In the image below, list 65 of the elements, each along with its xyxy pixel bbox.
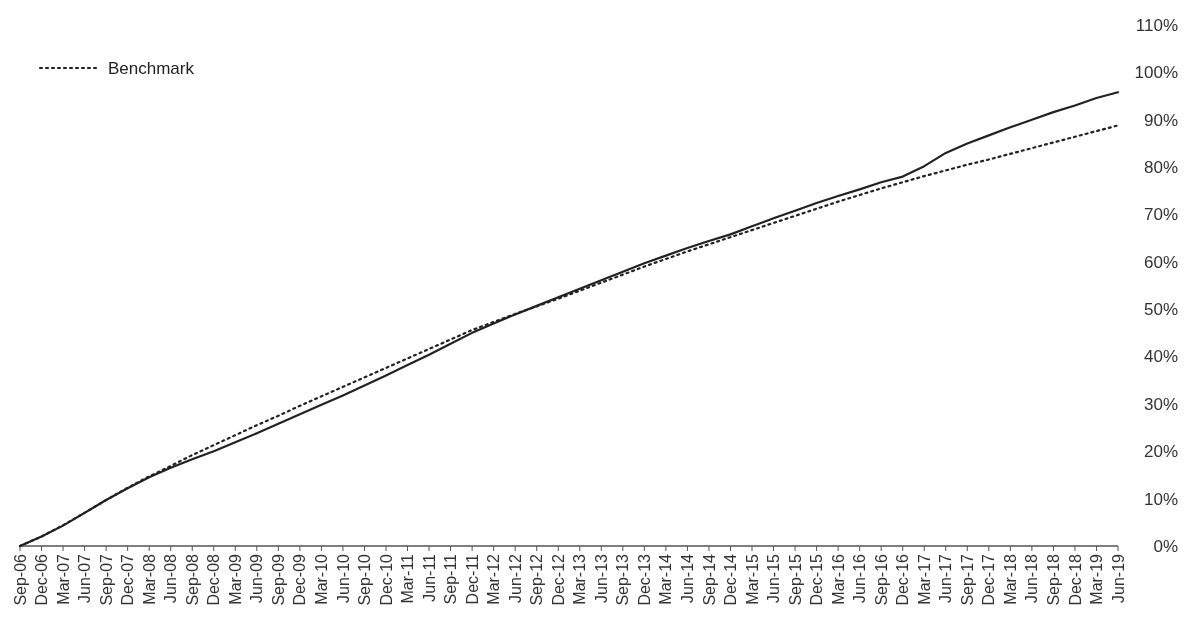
y-tick-label: 20% xyxy=(1143,442,1178,462)
x-tick-label: Dec-12 xyxy=(549,553,567,606)
x-tick-label: Sep-15 xyxy=(786,553,804,606)
x-tick-label: Mar-12 xyxy=(485,553,503,605)
x-tick-label: Dec-09 xyxy=(291,553,309,606)
x-tick-label: Mar-14 xyxy=(657,553,675,605)
x-tick-label: Sep-08 xyxy=(183,553,201,606)
x-tick-label: Mar-16 xyxy=(829,553,847,605)
x-tick-label: Jun-13 xyxy=(592,553,610,603)
x-tick-label: Sep-13 xyxy=(614,553,632,606)
x-tick-label: Jun-09 xyxy=(248,553,266,603)
x-tick-label: Jun-19 xyxy=(1109,553,1127,603)
x-tick-label: Sep-12 xyxy=(528,553,546,606)
x-tick-label: Mar-08 xyxy=(140,553,158,605)
x-tick-label: Mar-18 xyxy=(1001,553,1019,605)
x-tick-label: Dec-11 xyxy=(463,553,481,605)
x-tick-label: Mar-17 xyxy=(915,553,933,605)
x-tick-label: Jun-16 xyxy=(851,553,869,603)
y-tick-label: 80% xyxy=(1143,158,1178,178)
x-tick-label: Jun-07 xyxy=(76,553,94,603)
x-tick-label: Sep-14 xyxy=(700,553,718,606)
x-tick-label: Jun-10 xyxy=(334,553,352,603)
x-tick-label: Mar-10 xyxy=(313,553,331,605)
y-tick-label: 40% xyxy=(1143,347,1178,367)
x-tick-label: Mar-15 xyxy=(743,553,761,605)
x-tick-label: Jun-12 xyxy=(506,553,524,603)
y-tick-label: 110% xyxy=(1135,15,1178,35)
x-tick-label: Dec-17 xyxy=(980,553,998,606)
x-tick-label: Jun-08 xyxy=(162,553,180,603)
x-tick-label: Sep-16 xyxy=(872,553,890,606)
x-tick-label: Sep-09 xyxy=(269,553,287,606)
x-tick-label: Sep-18 xyxy=(1045,553,1063,606)
x-tick-label: Jun-15 xyxy=(765,553,783,603)
x-tick-label: Mar-11 xyxy=(399,553,417,604)
x-tick-label: Dec-08 xyxy=(205,553,223,606)
x-tick-label: Dec-18 xyxy=(1066,553,1084,606)
y-tick-label: 100% xyxy=(1134,63,1178,83)
x-tick-label: Dec-06 xyxy=(33,553,51,606)
x-tick-label: Dec-10 xyxy=(377,553,395,606)
x-tick-label: Jun-11 xyxy=(420,553,438,602)
x-tick-label: Jun-14 xyxy=(679,553,697,603)
x-tick-label: Sep-17 xyxy=(958,553,976,606)
y-tick-label: 60% xyxy=(1143,252,1178,272)
x-tick-label: Jun-18 xyxy=(1023,553,1041,603)
x-tick-label: Sep-10 xyxy=(356,553,374,606)
y-tick-label: 30% xyxy=(1143,394,1178,414)
x-tick-label: Sep-11 xyxy=(442,553,460,605)
x-tick-label: Sep-06 xyxy=(11,553,29,606)
x-tick-label: Dec-16 xyxy=(894,553,912,606)
x-tick-label: Dec-07 xyxy=(119,553,137,606)
x-tick-label: Jun-17 xyxy=(937,553,955,603)
y-tick-label: 10% xyxy=(1143,489,1178,509)
x-tick-label: Sep-07 xyxy=(97,553,115,606)
y-tick-label: 0% xyxy=(1153,536,1178,556)
x-tick-label: Mar-07 xyxy=(54,553,72,605)
x-tick-label: Mar-13 xyxy=(571,553,589,605)
y-tick-label: 50% xyxy=(1143,300,1178,320)
y-tick-label: 90% xyxy=(1143,110,1178,130)
x-tick-label: Mar-09 xyxy=(226,553,244,605)
x-tick-label: Dec-15 xyxy=(808,553,826,606)
x-tick-label: Mar-19 xyxy=(1088,553,1106,605)
y-tick-label: 70% xyxy=(1143,205,1178,225)
legend-label: Benchmark xyxy=(108,58,195,78)
x-tick-label: Dec-14 xyxy=(722,553,740,606)
x-tick-label: Dec-13 xyxy=(635,553,653,606)
